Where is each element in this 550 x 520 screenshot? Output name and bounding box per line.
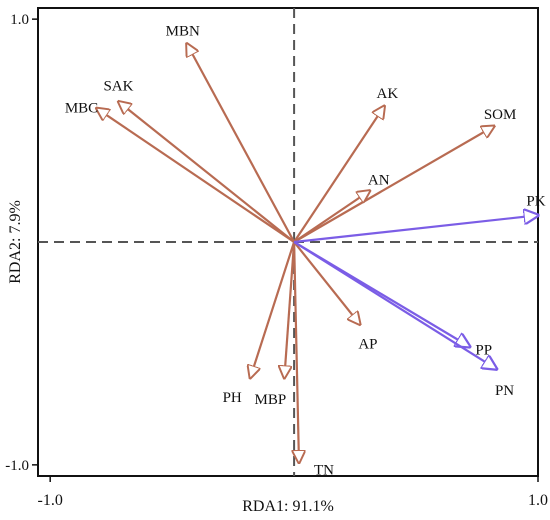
y-tick-label: -1.0: [5, 458, 29, 474]
y-axis-label: RDA2: 7.9%: [7, 200, 24, 284]
vector-label-an: AN: [368, 173, 390, 189]
vector-arrow-ap: [293, 241, 360, 324]
vector-arrow-pn: [293, 241, 496, 369]
vector-arrow-sak: [118, 102, 295, 243]
vector-arrow-tn: [294, 241, 299, 463]
vector-arrows: [97, 44, 538, 463]
vector-label-tn: TN: [314, 463, 334, 479]
vector-label-mbn: MBN: [166, 24, 200, 40]
vector-label-pn: PN: [495, 383, 514, 399]
vector-label-pp: PP: [475, 343, 492, 359]
vector-arrow-ph: [250, 241, 296, 378]
vector-label-mbp: MBP: [254, 392, 286, 408]
vector-arrow-mbc: [97, 108, 295, 243]
vector-label-pk: PK: [526, 193, 545, 209]
vector-arrow-mbp: [284, 241, 296, 378]
vector-label-sak: SAK: [103, 79, 133, 95]
tick-marks: -1.0 1.0 1.0 -1.0: [5, 12, 548, 509]
vector-arrow-ak: [293, 106, 384, 243]
x-tick-label: 1.0: [528, 492, 548, 509]
vector-label-mbc: MBC: [65, 100, 98, 116]
x-tick-label: -1.0: [38, 492, 63, 509]
vector-label-ap: AP: [358, 336, 377, 352]
vector-arrow-an: [293, 191, 370, 243]
vector-arrow-pk: [293, 215, 538, 244]
vector-label-ak: AK: [377, 86, 399, 102]
vector-label-ph: PH: [223, 390, 242, 406]
x-axis-label: RDA1: 91.1%: [242, 498, 334, 515]
y-tick-label: 1.0: [10, 12, 29, 28]
vector-label-som: SOM: [484, 107, 517, 123]
vector-arrow-mbn: [187, 44, 296, 243]
vector-labels: MBN SAK MBC AK SOM AN AP PH MBP TN PK PP PN: [65, 24, 546, 479]
vector-arrow-som: [293, 126, 494, 243]
